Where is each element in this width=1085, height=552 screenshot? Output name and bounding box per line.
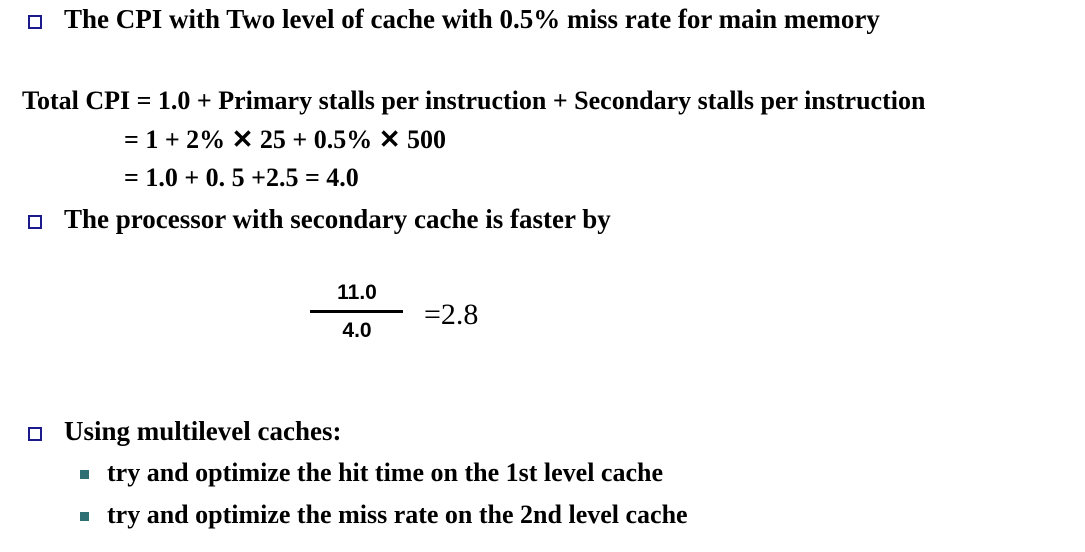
bullet-text-multilevel: Using multilevel caches: (64, 416, 342, 446)
equation-line-3: = 1.0 + 0. 5 +2.5 = 4.0 (124, 163, 359, 192)
fraction-result: =2.8 (424, 298, 479, 331)
bullet-text-cpi-two-level: The CPI with Two level of cache with 0.5… (64, 4, 880, 34)
subbullet-miss-rate: try and optimize the miss rate on the 2n… (107, 500, 688, 529)
filled-square-bullet-icon (80, 470, 89, 479)
fraction-denominator: 4.0 (342, 319, 372, 342)
subbullet-hit-time: try and optimize the hit time on the 1st… (107, 458, 664, 487)
square-bullet-icon (28, 215, 42, 229)
square-bullet-icon (28, 427, 42, 441)
fraction-numerator: 11.0 (337, 281, 377, 304)
filled-square-bullet-icon (80, 512, 89, 521)
fraction-bar (310, 310, 403, 313)
equation-line-1: Total CPI = 1.0 + Primary stalls per ins… (22, 86, 926, 115)
square-bullet-icon (28, 15, 42, 29)
bullet-text-faster-by: The processor with secondary cache is fa… (64, 204, 611, 234)
equation-line-2: = 1 + 2% ✕ 25 + 0.5% ✕ 500 (124, 125, 447, 154)
